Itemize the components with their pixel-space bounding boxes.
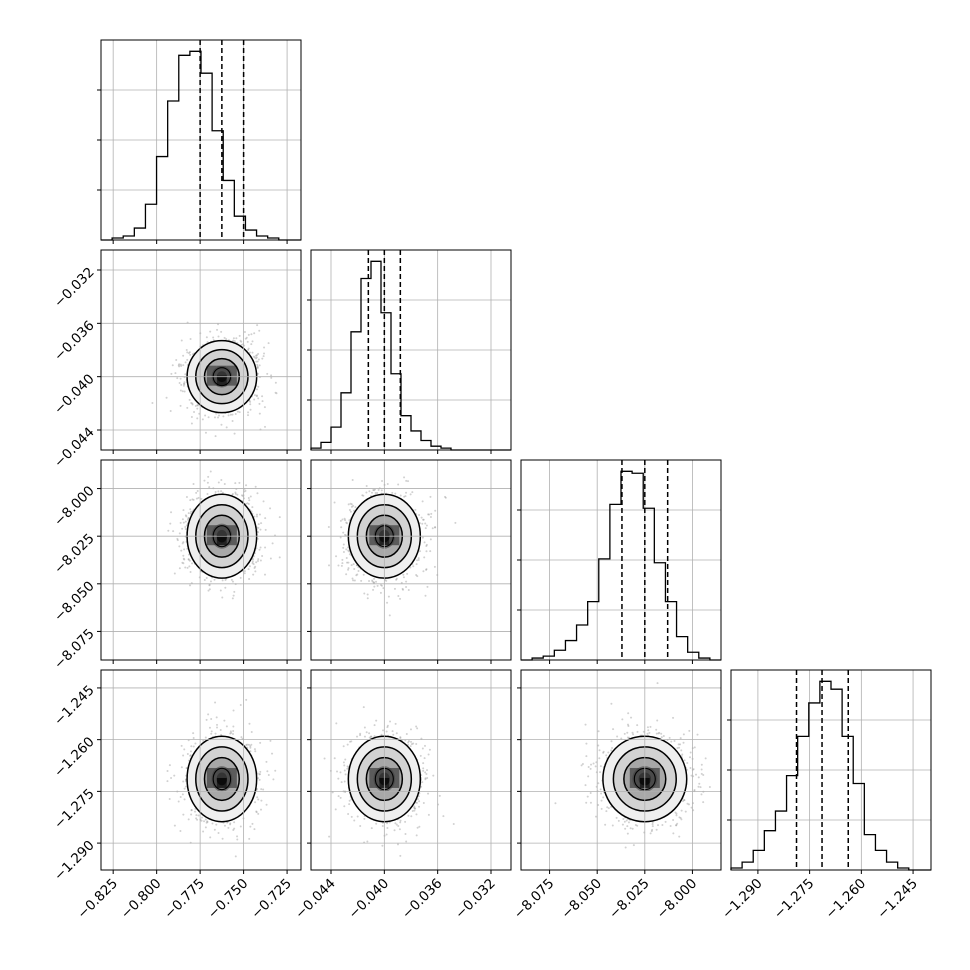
x-tick-label: −0.775 xyxy=(161,876,208,923)
x-tick-label: −8.075 xyxy=(511,876,558,923)
y-tick-label: −1.260 xyxy=(51,734,98,781)
panel-frame xyxy=(520,669,722,871)
y-tick-label: −8.050 xyxy=(51,578,98,625)
joint-panel-2-3 xyxy=(517,669,722,874)
panel-frame xyxy=(310,249,512,451)
grid-lines xyxy=(101,460,301,660)
y-tick-label: −0.036 xyxy=(51,318,98,365)
panel-frame xyxy=(730,669,932,871)
x-tick-label: −8.025 xyxy=(606,876,653,923)
grid-lines xyxy=(101,250,301,450)
y-tick-label: −1.290 xyxy=(51,837,98,884)
x-tick-label: −0.044 xyxy=(292,876,339,923)
grid-lines xyxy=(311,460,511,660)
x-tick-label: −0.032 xyxy=(452,876,499,923)
x-tick-label: −1.245 xyxy=(874,876,921,923)
x-tick-label: −0.036 xyxy=(399,876,446,923)
y-tick-label: −0.032 xyxy=(51,264,98,311)
x-tick-label: −8.050 xyxy=(558,876,605,923)
y-tick-label: −8.000 xyxy=(51,483,98,530)
y-tick-label: −0.044 xyxy=(51,424,98,471)
histogram-panel-1 xyxy=(307,249,512,454)
histogram-panel-3 xyxy=(727,669,932,874)
x-tick-label: −1.275 xyxy=(771,876,818,923)
grid-lines xyxy=(101,670,301,870)
x-tick-label: −0.800 xyxy=(118,876,165,923)
x-tick-label: −1.260 xyxy=(823,876,870,923)
panel-frame xyxy=(310,669,512,871)
y-tick-label: −1.275 xyxy=(51,786,98,833)
panel-frame xyxy=(100,459,302,661)
x-tick-label: −0.725 xyxy=(248,876,295,923)
contour-line-1 xyxy=(203,756,241,802)
y-tick-label: −1.245 xyxy=(51,682,98,729)
panel-frame xyxy=(100,669,302,871)
panel-frame xyxy=(100,39,302,241)
y-tick-label: −8.075 xyxy=(51,626,98,673)
y-tick-label: −0.040 xyxy=(51,371,98,418)
joint-panel-0-3 xyxy=(97,669,302,874)
contour-line-3 xyxy=(186,735,258,823)
y-tick-label: −8.025 xyxy=(51,531,98,578)
joint-panel-1-2 xyxy=(307,459,512,664)
histogram-panel-0 xyxy=(97,39,302,244)
contour-line-0 xyxy=(212,767,232,791)
panel-frame xyxy=(100,249,302,451)
x-tick-label: −0.825 xyxy=(74,876,121,923)
contour-line-2 xyxy=(195,746,249,812)
grid-lines xyxy=(311,670,511,870)
grid-lines xyxy=(731,670,931,870)
histogram-step-line xyxy=(310,260,511,451)
joint-panel-1-3 xyxy=(307,669,512,874)
panel-frame xyxy=(520,459,722,661)
histogram-step-line xyxy=(101,50,301,241)
density-pixels xyxy=(206,767,237,788)
joint-panel-0-1 xyxy=(97,249,302,454)
tick-labels: −0.825−0.800−0.775−0.750−0.725−0.044 −0.0… xyxy=(51,264,921,922)
grid-lines xyxy=(521,670,721,870)
density-pixels xyxy=(206,365,237,386)
x-tick-label: −8.000 xyxy=(654,876,701,923)
x-tick-label: −0.040 xyxy=(346,876,393,923)
x-tick-label: −0.750 xyxy=(205,876,252,923)
joint-panel-0-2 xyxy=(97,459,302,664)
panel-frame xyxy=(310,459,512,661)
histogram-step-line xyxy=(730,680,931,871)
histogram-panel-2 xyxy=(517,459,722,664)
x-tick-label: −1.290 xyxy=(719,876,766,923)
density-pixels xyxy=(206,525,237,546)
histogram-step-line xyxy=(521,470,721,661)
